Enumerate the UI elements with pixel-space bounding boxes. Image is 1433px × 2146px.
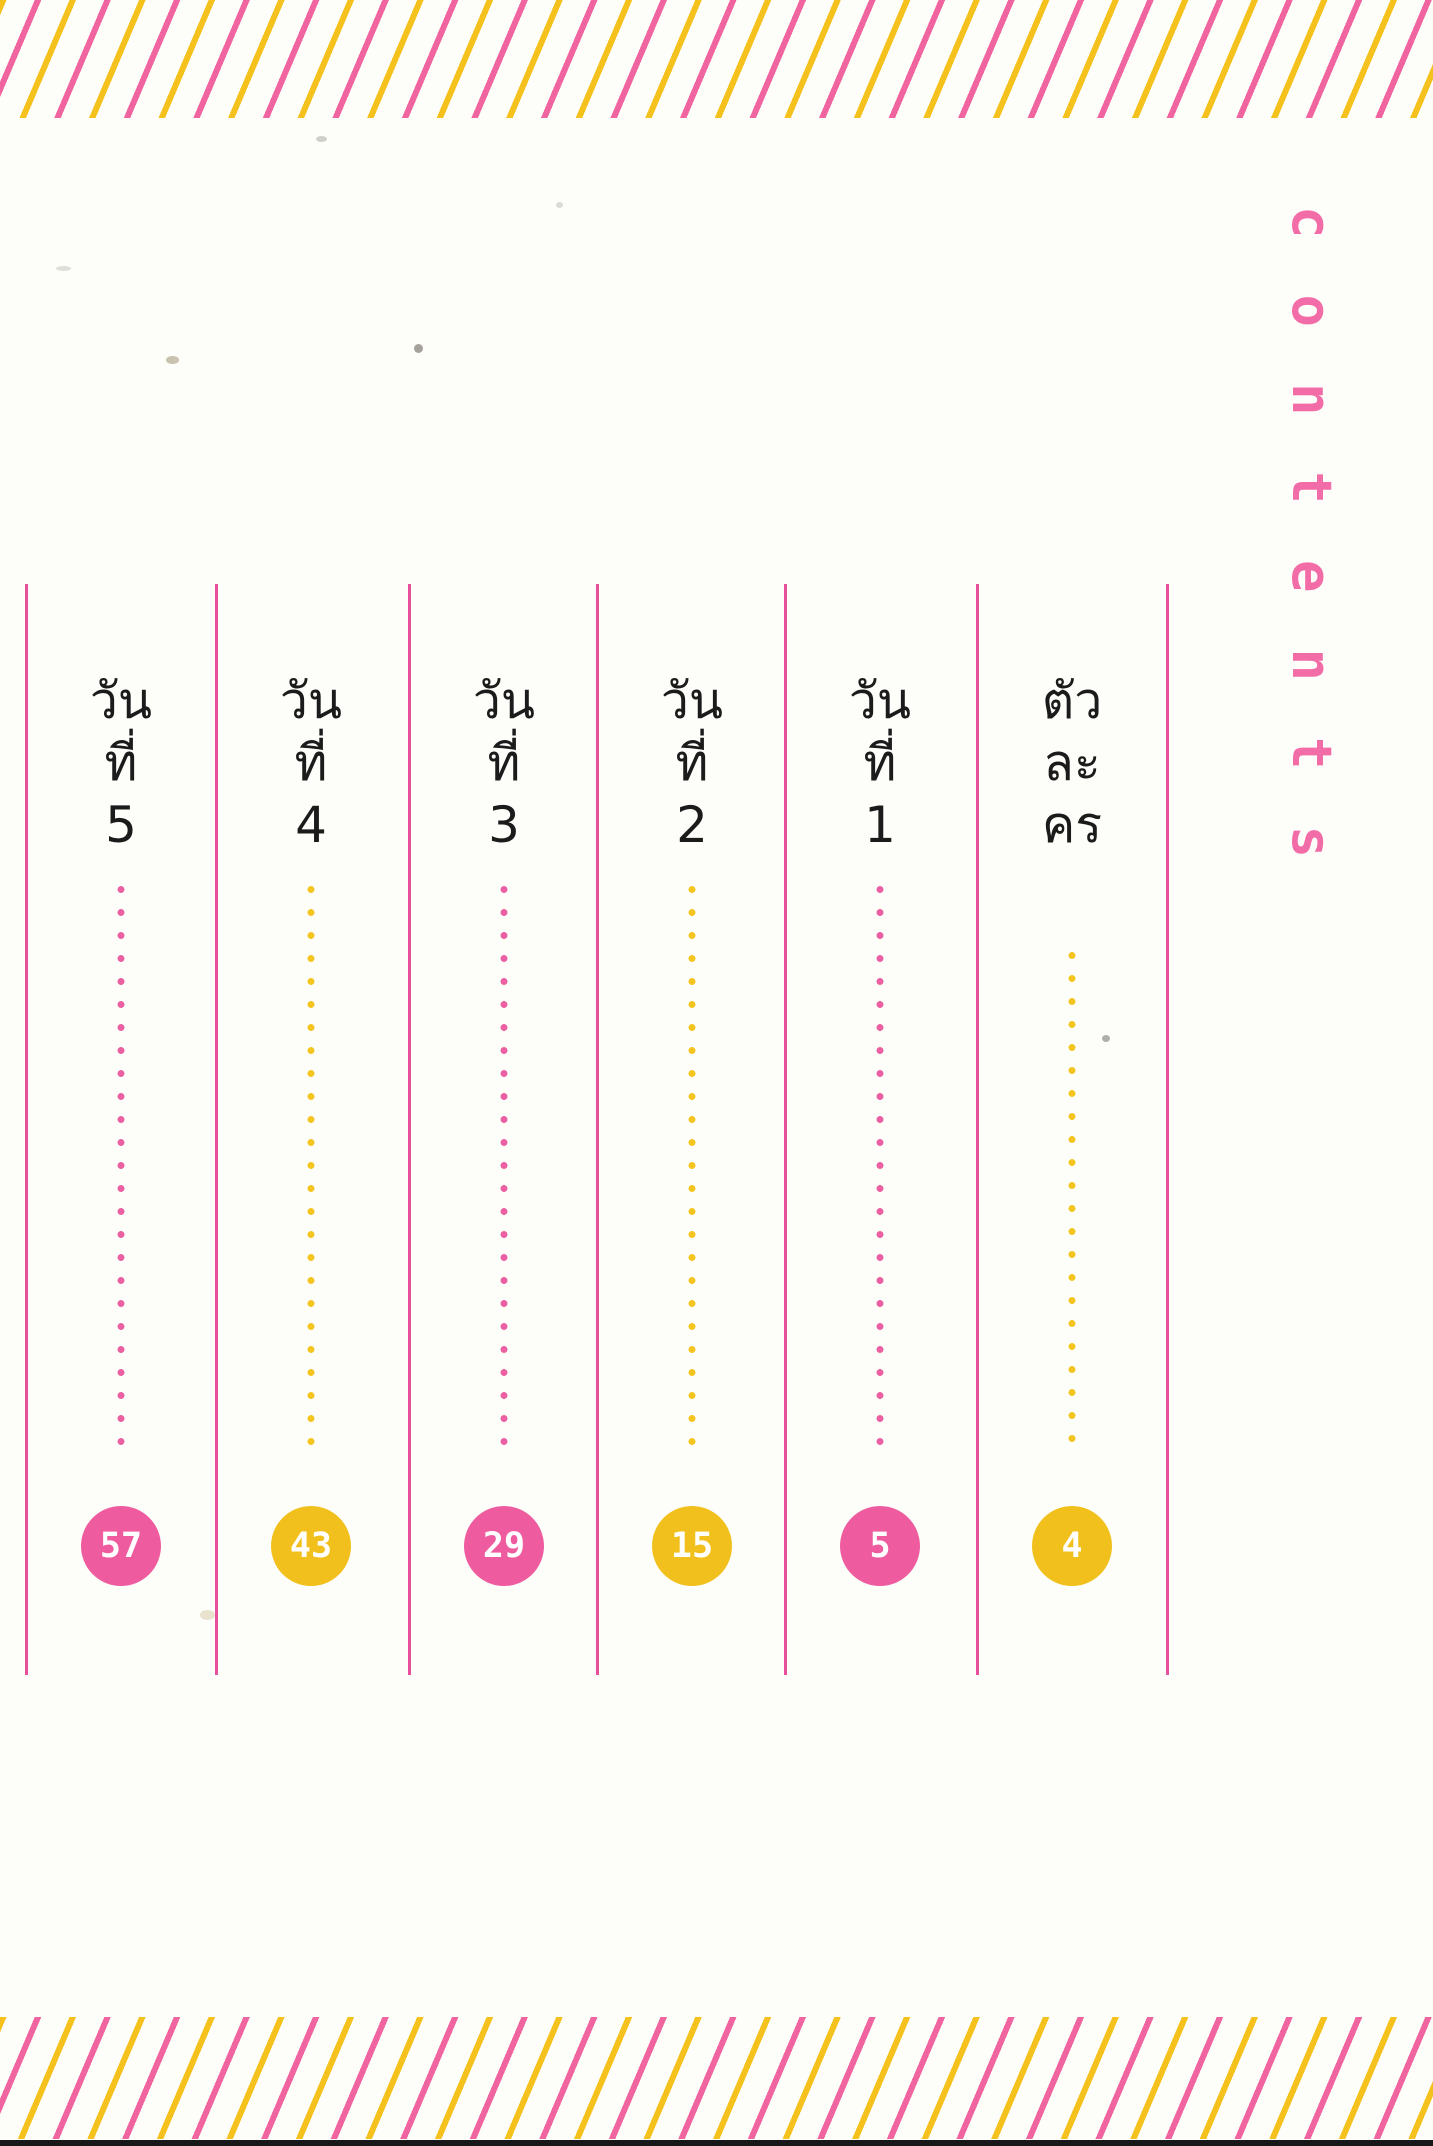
page-number-badge: 57 — [81, 1506, 161, 1586]
toc-entry-day-5: วัน ที่ 5 57 — [26, 584, 216, 1675]
label-line: ที่ — [294, 734, 328, 792]
label-line: 4 — [295, 796, 327, 854]
page-number: 5 — [869, 1526, 891, 1566]
scan-speck — [556, 202, 563, 208]
page-number-badge: 15 — [652, 1506, 732, 1586]
toc-entry-label: วัน ที่ 5 — [26, 670, 216, 856]
page-number: 15 — [670, 1526, 714, 1566]
column-divider — [1166, 584, 1169, 1675]
page-bottom-edge — [0, 2140, 1433, 2146]
toc-entry-day-4: วัน ที่ 4 43 — [216, 584, 406, 1675]
toc-entry-day-1: วัน ที่ 1 5 — [785, 584, 975, 1675]
toc-entry-label: ตัว ละ คร — [977, 670, 1167, 856]
column-divider — [784, 584, 787, 1675]
scan-speck — [316, 136, 327, 142]
page-number: 29 — [482, 1526, 526, 1566]
toc-entry-label: วัน ที่ 4 — [216, 670, 406, 856]
scan-speck — [200, 1610, 215, 1620]
label-line: ที่ — [863, 734, 897, 792]
label-line: ที่ — [104, 734, 138, 792]
dotted-leader — [875, 878, 885, 1454]
label-line: ที่ — [487, 734, 521, 792]
page-number: 4 — [1061, 1526, 1083, 1566]
page-number-badge: 29 — [464, 1506, 544, 1586]
page-number-badge: 5 — [840, 1506, 920, 1586]
label-line: คร — [1041, 796, 1103, 854]
toc-entry-day-2: วัน ที่ 2 15 — [597, 584, 787, 1675]
scan-speck — [1102, 1035, 1110, 1042]
label-line: วัน — [848, 672, 912, 730]
label-line: 5 — [105, 796, 137, 854]
label-line: วัน — [472, 672, 536, 730]
dotted-leader — [499, 878, 509, 1454]
contents-vertical-title: contents — [1280, 206, 1343, 915]
dotted-leader — [687, 878, 697, 1454]
page-number-badge: 4 — [1032, 1506, 1112, 1586]
toc-entry-label: วัน ที่ 1 — [785, 670, 975, 856]
page-number: 43 — [289, 1526, 333, 1566]
page-number: 57 — [99, 1526, 143, 1566]
dotted-leader — [116, 878, 126, 1454]
label-line: 3 — [488, 796, 520, 854]
dotted-leader — [1067, 944, 1077, 1454]
toc-entry-label: วัน ที่ 3 — [409, 670, 599, 856]
scan-speck — [166, 356, 179, 364]
label-line: วัน — [660, 672, 724, 730]
column-divider — [596, 584, 599, 1675]
page-number-badge: 43 — [271, 1506, 351, 1586]
label-line: 1 — [864, 796, 896, 854]
scan-speck — [56, 266, 71, 271]
column-divider — [215, 584, 218, 1675]
scan-speck — [414, 344, 423, 353]
toc-entry-label: วัน ที่ 2 — [597, 670, 787, 856]
column-divider — [25, 584, 28, 1675]
toc-entry-day-3: วัน ที่ 3 29 — [409, 584, 599, 1675]
column-divider — [976, 584, 979, 1675]
label-line: วัน — [279, 672, 343, 730]
label-line: ตัว — [1041, 672, 1103, 730]
label-line: ที่ — [675, 734, 709, 792]
label-line: ละ — [1043, 734, 1101, 792]
top-diagonal-stripes — [0, 0, 1433, 118]
label-line: 2 — [676, 796, 708, 854]
dotted-leader — [306, 878, 316, 1454]
label-line: วัน — [89, 672, 153, 730]
bottom-diagonal-stripes — [0, 2017, 1433, 2139]
column-divider — [408, 584, 411, 1675]
toc-entry-characters: ตัว ละ คร 4 — [977, 584, 1167, 1675]
